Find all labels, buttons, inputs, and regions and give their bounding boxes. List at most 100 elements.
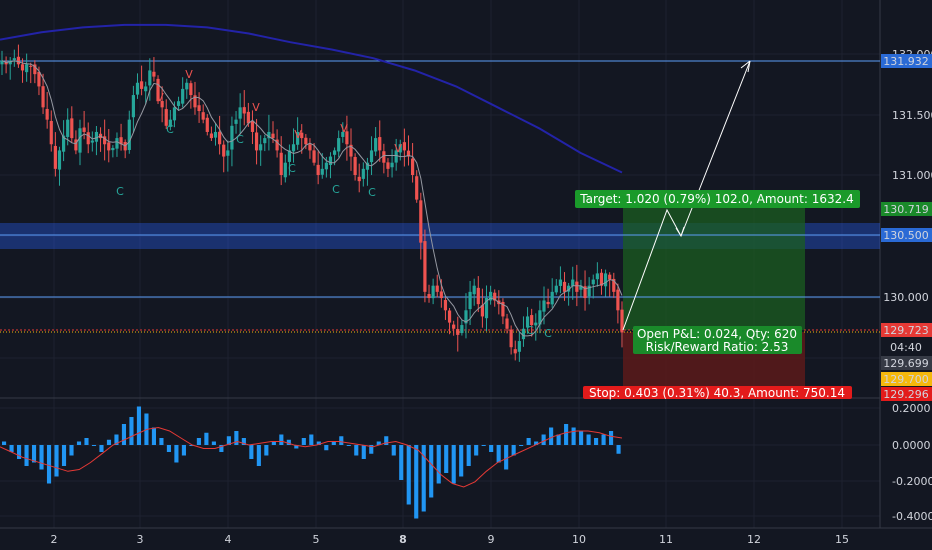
candle-body xyxy=(25,64,29,73)
macd-bar xyxy=(346,445,351,446)
macd-bar xyxy=(181,445,186,456)
stop-label-box[interactable] xyxy=(583,386,852,399)
pnl-label-box[interactable] xyxy=(633,326,802,354)
candle-body xyxy=(29,65,33,67)
candle-body xyxy=(242,107,246,114)
candle-body xyxy=(382,151,386,163)
price-axis[interactable]: 132.000131.500131.000130.000131.932130.7… xyxy=(881,48,932,523)
candle-body xyxy=(115,138,119,149)
macd-bar xyxy=(279,434,284,445)
level-b-price-tag-bg[interactable] xyxy=(881,372,932,386)
candle-body xyxy=(538,310,542,325)
time-axis[interactable]: 2 3 4 5 8 9 10 11 12 15 xyxy=(51,533,850,546)
moving-averages xyxy=(0,23,623,337)
v-signal-marker: V xyxy=(294,128,302,141)
candle-body xyxy=(567,285,571,292)
macd-bar xyxy=(354,445,359,456)
candle-body xyxy=(226,150,230,156)
time-tick: 15 xyxy=(835,533,849,546)
macd-bar xyxy=(256,445,261,466)
macd-bar xyxy=(331,441,336,445)
candle-body xyxy=(456,329,460,335)
macd-bar xyxy=(496,445,501,463)
macd-bar xyxy=(504,445,509,470)
candle-body xyxy=(103,136,107,145)
macd-bar xyxy=(369,445,374,454)
macd-bar xyxy=(196,438,201,445)
candle-body xyxy=(238,107,242,119)
candle-body xyxy=(12,58,16,61)
candle-body xyxy=(205,117,209,132)
current-price-tag-bg[interactable] xyxy=(881,323,932,337)
macd-bar xyxy=(69,445,74,456)
arrow-mid xyxy=(675,226,685,237)
macd-bar xyxy=(189,445,194,446)
candle-body xyxy=(415,176,419,200)
candle-body xyxy=(168,119,172,127)
stop-label: Stop: 0.403 (0.31%) 40.3, Amount: 750.14 xyxy=(589,386,845,400)
resistance-price-tag: 131.932 xyxy=(883,55,929,68)
macd-bar xyxy=(579,431,584,445)
macd-bar xyxy=(99,445,104,452)
c-signal-marker: C xyxy=(236,133,244,146)
price-tick: 131.500 xyxy=(892,109,932,122)
candle-body xyxy=(345,131,349,145)
candle-body xyxy=(135,82,140,95)
candle-body xyxy=(246,111,250,124)
macd-bar xyxy=(444,445,449,473)
macd-bar xyxy=(376,441,381,445)
candle-body xyxy=(181,88,185,104)
target-label-box[interactable] xyxy=(575,190,860,208)
candle-body xyxy=(4,62,8,65)
c-signal-marker: C xyxy=(288,162,296,175)
macd-bar xyxy=(466,445,471,466)
target-label: Target: 1.020 (0.79%) 102.0, Amount: 163… xyxy=(579,192,853,206)
time-tick: 8 xyxy=(399,533,407,546)
macd-bar xyxy=(301,438,306,445)
price-tick: 131.000 xyxy=(892,169,932,182)
pnl-text: Open P&L: 0.024, Qty: 620 xyxy=(637,327,797,341)
level-a-price-tag-bg[interactable] xyxy=(881,356,932,370)
macd-bar xyxy=(399,445,404,480)
candle-body xyxy=(394,150,398,163)
candle-body xyxy=(0,60,4,65)
support-price-tag-bg[interactable] xyxy=(881,290,932,304)
macd-signal-line xyxy=(0,426,623,488)
c-signal-marker: C xyxy=(368,186,376,199)
c-signal-marker: C xyxy=(166,123,174,136)
projection-path[interactable] xyxy=(622,60,751,331)
candle-body xyxy=(443,300,448,311)
candle-body xyxy=(386,162,390,169)
candle-body xyxy=(279,152,283,175)
resistance-price-tag-bg[interactable] xyxy=(881,54,932,68)
countdown-tag-bg[interactable] xyxy=(881,340,932,354)
candle-body xyxy=(16,56,21,65)
c-signal-marker: C xyxy=(116,185,124,198)
position-labels[interactable]: Target: 1.020 (0.79%) 102.0, Amount: 163… xyxy=(575,190,860,400)
candle-body xyxy=(263,138,267,144)
candle-body xyxy=(571,279,575,287)
candle-body xyxy=(369,150,374,163)
macd-bar xyxy=(249,445,254,459)
zone-price-tag-bg[interactable] xyxy=(881,228,932,242)
candle-body xyxy=(583,286,587,298)
stop-price-tag-bg[interactable] xyxy=(881,387,932,401)
c-signal-marker: C xyxy=(544,327,552,340)
candle-body xyxy=(70,118,74,139)
fast-ma-line xyxy=(1,60,623,337)
candle-body xyxy=(579,285,583,290)
macd-bar xyxy=(136,406,142,445)
projection-arrow[interactable] xyxy=(622,60,751,331)
target-price-tag-bg[interactable] xyxy=(881,202,932,216)
macd-bar xyxy=(414,445,419,519)
candle-body xyxy=(513,349,517,354)
candle-body xyxy=(341,131,345,137)
candle-body xyxy=(291,144,296,152)
candle-body xyxy=(447,310,452,323)
stop-price-tag: 129.296 xyxy=(883,388,929,401)
candle-body xyxy=(193,95,197,108)
candle-body xyxy=(218,131,222,145)
macd-bar xyxy=(151,427,157,445)
